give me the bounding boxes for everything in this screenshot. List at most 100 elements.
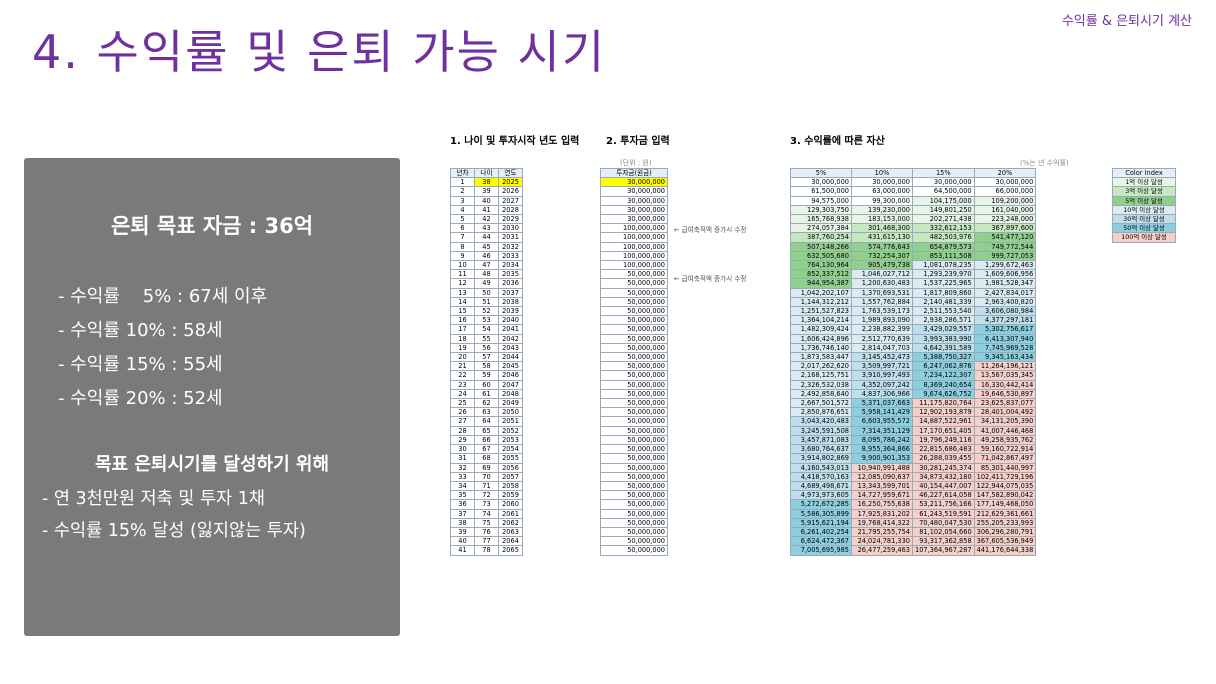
table-cell: 2049 [498, 398, 523, 409]
table-cell: 6,413,307,940 [973, 333, 1037, 344]
table-cell: 1,606,424,896 [790, 333, 852, 344]
table-row: 50,000,000 [600, 407, 668, 418]
table-cell: 65 [474, 425, 499, 436]
table-cell: 165,768,938 [790, 214, 852, 225]
table-cell: 2052 [498, 425, 523, 436]
table-row: 4,418,570,163 12,085,090,637 34,873,432,18… [790, 471, 1037, 482]
table-cell: 507,148,266 [790, 241, 852, 252]
table-cell: 102,411,729,196 [973, 471, 1037, 482]
plan-item: - 연 3천만원 저축 및 투자 1채 [42, 489, 265, 509]
table-cell: 2,511,553,540 [912, 306, 975, 317]
table-cell: 19,796,249,116 [912, 434, 975, 446]
principal-table: 투자금(원금) 30,000,000 30,000,000 30,000,000 30… [600, 167, 668, 556]
table-row: 1,606,424,896 2,512,770,639 3,993,383,990 6… [790, 333, 1037, 344]
table-cell: 21 [450, 361, 475, 372]
table-row: 50,000,000 [600, 315, 668, 326]
table-cell: 50,000,000 [600, 425, 668, 436]
table-cell: 2033 [498, 250, 523, 262]
table-cell: 1,873,583,447 [790, 352, 852, 363]
table-row: 14 51 2038 [450, 296, 523, 308]
table-row: 27 64 2051 [450, 416, 523, 427]
table-cell: 66 [474, 434, 499, 446]
table-row: 274,057,384 301,468,300 332,612,153 367,897… [790, 223, 1037, 234]
spreadsheet-image: 1. 나이 및 투자시작 년도 입력 2. 투자금 입력 3. 수익률에 따른 … [448, 126, 1188, 566]
table-row: 50,000,000 [600, 352, 668, 363]
age-year-table: 년차 나이 연도 1 38 2025 2 39 2026 3 40 2027 4 41 2028 5 42… [450, 167, 523, 556]
table-cell: 28 [450, 425, 475, 436]
table-cell: 22 [450, 370, 475, 381]
table-cell: 13,567,035,345 [973, 370, 1037, 381]
table-cell: 1,609,606,956 [973, 269, 1037, 280]
table-cell: 59,160,722,914 [973, 444, 1037, 455]
table-cell: 2048 [498, 388, 523, 400]
table-cell: 2,814,047,703 [851, 342, 913, 354]
table-row: 32 69 2056 [450, 462, 523, 473]
table-cell: 332,612,153 [912, 223, 975, 234]
table-cell: 34,873,432,180 [912, 471, 975, 482]
table-cell: 66,000,000 [973, 186, 1037, 197]
table-cell: 53 [474, 315, 499, 326]
color-index-item: 10억 이상 달성 [1112, 204, 1176, 216]
table-cell: 2,238,882,399 [851, 324, 913, 335]
table-cell: 4,689,498,671 [790, 480, 852, 492]
table-cell: 1,251,527,823 [790, 306, 852, 317]
table-cell: 3 [450, 195, 475, 206]
table-cell: 2054 [498, 444, 523, 455]
table-cell: 19 [450, 342, 475, 354]
table-cell: 67 [474, 444, 499, 455]
table-row: 8 45 2032 [450, 241, 523, 252]
table-cell: 2,326,532,038 [790, 379, 852, 390]
table-cell: 2037 [498, 287, 523, 298]
table-row: 4,973,973,605 14,727,959,671 46,227,614,05… [790, 490, 1037, 501]
table-cell: 1,557,762,884 [851, 296, 913, 308]
table-cell: 73 [474, 499, 499, 510]
table-cell: 29 [450, 434, 475, 446]
plan-list: - 연 3천만원 저축 및 투자 1채 - 수익률 15% 달성 (잃지않는 투… [42, 483, 306, 547]
table-row: 1,144,312,212 1,557,762,884 2,140,481,339 2… [790, 296, 1037, 308]
table-cell: 7,005,695,985 [790, 545, 852, 556]
table-cell: 74 [474, 508, 499, 519]
table-row: 26 63 2050 [450, 407, 523, 418]
table-cell: 905,479,738 [851, 260, 913, 271]
table-cell: 56 [474, 342, 499, 354]
table-row: 1,482,309,424 2,238,882,399 3,429,029,557 5… [790, 324, 1037, 335]
table-cell: 30,000,000 [600, 195, 668, 206]
table-cell: 27 [450, 416, 475, 427]
table-cell: 574,776,643 [851, 241, 913, 252]
table-row: 50,000,000 [600, 517, 668, 528]
table-cell: 2,850,876,651 [790, 407, 852, 418]
table-row: 632,505,680 732,254,307 853,111,508 999,727… [790, 250, 1037, 262]
table-row: 21 58 2045 [450, 361, 523, 372]
table-cell: 2032 [498, 241, 523, 252]
table-cell: 41,007,446,468 [973, 425, 1037, 436]
table-cell: 100,000,000 [600, 250, 668, 262]
table-row: 3,457,871,083 8,095,786,242 19,796,249,116… [790, 434, 1037, 446]
table-cell: 57 [474, 352, 499, 363]
retirement-goal: 은퇴 목표 자금 : 36억 [110, 214, 314, 238]
rate-item: - 수익률 5% : 67세 이후 [58, 286, 268, 307]
table-row: 11 48 2035 [450, 269, 523, 280]
table-cell: 109,200,000 [973, 195, 1037, 206]
table-cell: 3,245,591,508 [790, 425, 852, 436]
table-row: 50,000,000 [600, 269, 668, 280]
table-cell: 1,817,809,860 [912, 287, 975, 298]
table-row: 5 42 2029 [450, 214, 523, 225]
table-cell: 70 [474, 471, 499, 482]
table-cell: 39 [450, 526, 475, 538]
table-row: 20 57 2044 [450, 352, 523, 363]
table-cell: 1,200,630,483 [851, 278, 913, 289]
table-cell: 3,145,452,473 [851, 352, 913, 363]
table-cell: 50,000,000 [600, 499, 668, 510]
table-row: 1 38 2025 [450, 177, 523, 188]
table-row: 2,492,858,640 4,837,306,966 9,674,626,752 1… [790, 388, 1037, 400]
col-header: 10% [851, 167, 913, 179]
table-cell: 367,897,600 [973, 223, 1037, 234]
table-row: 50,000,000 [600, 379, 668, 390]
table-row: 5,915,621,194 19,768,414,322 70,480,047,53… [790, 517, 1037, 528]
table-row: 4 41 2028 [450, 204, 523, 216]
table-cell: 149,801,250 [912, 204, 975, 216]
table-cell: 42 [474, 214, 499, 225]
table-cell: 14,727,959,671 [851, 490, 913, 501]
color-index-item: 50억 이상 달성 [1112, 223, 1176, 234]
table-cell: 41 [474, 204, 499, 216]
